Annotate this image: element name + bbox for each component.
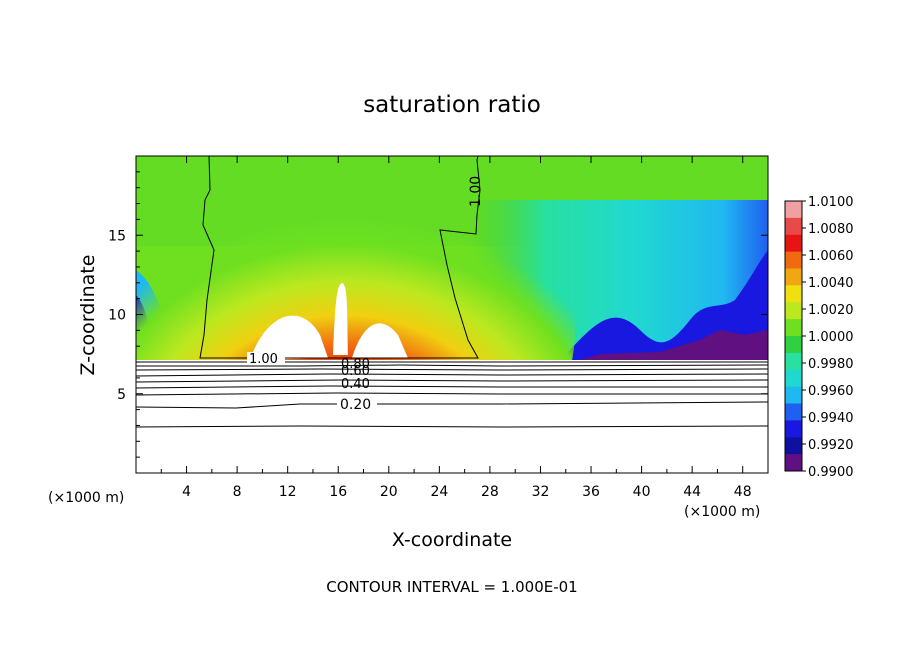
cloud-core-left [250, 315, 328, 360]
contour-label-bg [337, 397, 377, 411]
x-tick-label: 20 [380, 484, 398, 500]
colorbar-swatch [785, 234, 802, 253]
colorbar-label: 1.0020 [808, 303, 854, 318]
colorbar-label: 1.0040 [808, 276, 854, 291]
contour-line [136, 385, 768, 389]
colorbar-swatch [785, 420, 802, 438]
x-tick-label: 24 [430, 484, 448, 500]
colorbar-swatch [785, 437, 802, 455]
x-tick-label: 12 [279, 484, 297, 500]
colorbar-swatch [785, 386, 802, 404]
x-tick-label: 32 [532, 484, 550, 500]
x-tick-label: 44 [683, 484, 701, 500]
y-tick-label: 15 [108, 228, 126, 244]
colorbar-swatch [785, 302, 802, 320]
x-tick-label: 28 [481, 484, 499, 500]
contour-line [136, 401, 768, 409]
contour-line [136, 379, 768, 383]
x-tick-label: 8 [233, 484, 242, 500]
contour-label: 1.00 [468, 176, 484, 207]
colorbar-swatch [785, 201, 802, 219]
contour-label: 1.00 [249, 352, 278, 367]
colorbar-label: 0.9940 [808, 411, 854, 426]
contour-line [136, 364, 768, 367]
contour-line [136, 425, 768, 428]
y-tick-label: 5 [117, 387, 126, 403]
colorbar-label: 0.9920 [808, 438, 854, 453]
contour-cloud-boundary [199, 156, 481, 359]
x-tick-label: 36 [582, 484, 600, 500]
right-purple-base [580, 330, 768, 360]
colorbar-label: 0.9980 [808, 357, 854, 372]
x-axis: 4 8 12 16 20 24 28 32 36 40 44 48 [160, 156, 752, 500]
contour-line [136, 368, 768, 371]
contour-label: 0.20 [340, 397, 371, 413]
x-tick-label: 16 [329, 484, 347, 500]
x-tick-label: 4 [182, 484, 191, 500]
contour-label: 0.40 [341, 377, 370, 392]
colorbar-swatch [785, 454, 802, 472]
colorbar-swatch [785, 217, 802, 236]
colorbar-label: 1.0000 [808, 330, 854, 345]
colorbar-swatch [785, 268, 802, 286]
colorbar-swatch [785, 285, 802, 303]
colorbar-label: 1.0060 [808, 249, 854, 264]
colorbar-swatch [785, 336, 802, 354]
contour-lines [136, 156, 768, 428]
contour-label: 0.80 [341, 357, 370, 372]
chart-title: saturation ratio [363, 92, 541, 118]
y-axis: 5 10 15 [108, 171, 768, 458]
x-tick-label: 40 [633, 484, 651, 500]
contour-label-bg [247, 352, 285, 364]
cloud-core-right [352, 323, 408, 358]
colorbar-label: 0.9900 [808, 465, 854, 480]
colorbar-swatch [785, 251, 802, 269]
colorbar: 1.0100 1.0080 1.0060 1.0040 1.0020 1.0000 0.99… [784, 195, 854, 480]
colorbar-swatch [785, 403, 802, 421]
colorbar-swatch [785, 369, 802, 388]
x-axis-label: X-coordinate [392, 529, 512, 551]
x-unit-left: (×1000 m) [48, 490, 124, 506]
cloud-core-center [333, 283, 348, 355]
y-axis-label: Z-coordinate [77, 255, 99, 376]
contour-line [136, 373, 768, 377]
colorbar-swatch [785, 352, 802, 371]
y-tick-label: 10 [108, 308, 126, 324]
contour-label: 0.60 [341, 364, 370, 379]
contour-labels: 1.00 0.80 0.60 0.40 0.20 1.00 [247, 176, 484, 413]
contour-interval-note: CONTOUR INTERVAL = 1.000E-01 [326, 578, 577, 596]
colorbar-label: 1.0100 [808, 195, 854, 210]
colorbar-label: 1.0080 [808, 222, 854, 237]
colorbar-label: 0.9960 [808, 384, 854, 399]
lower-region [136, 360, 768, 473]
x-unit-right: (×1000 m) [684, 504, 760, 520]
x-tick-label: 48 [734, 484, 752, 500]
contour-line [136, 392, 768, 396]
plot-area [136, 156, 768, 473]
colorbar-swatch [785, 319, 802, 337]
